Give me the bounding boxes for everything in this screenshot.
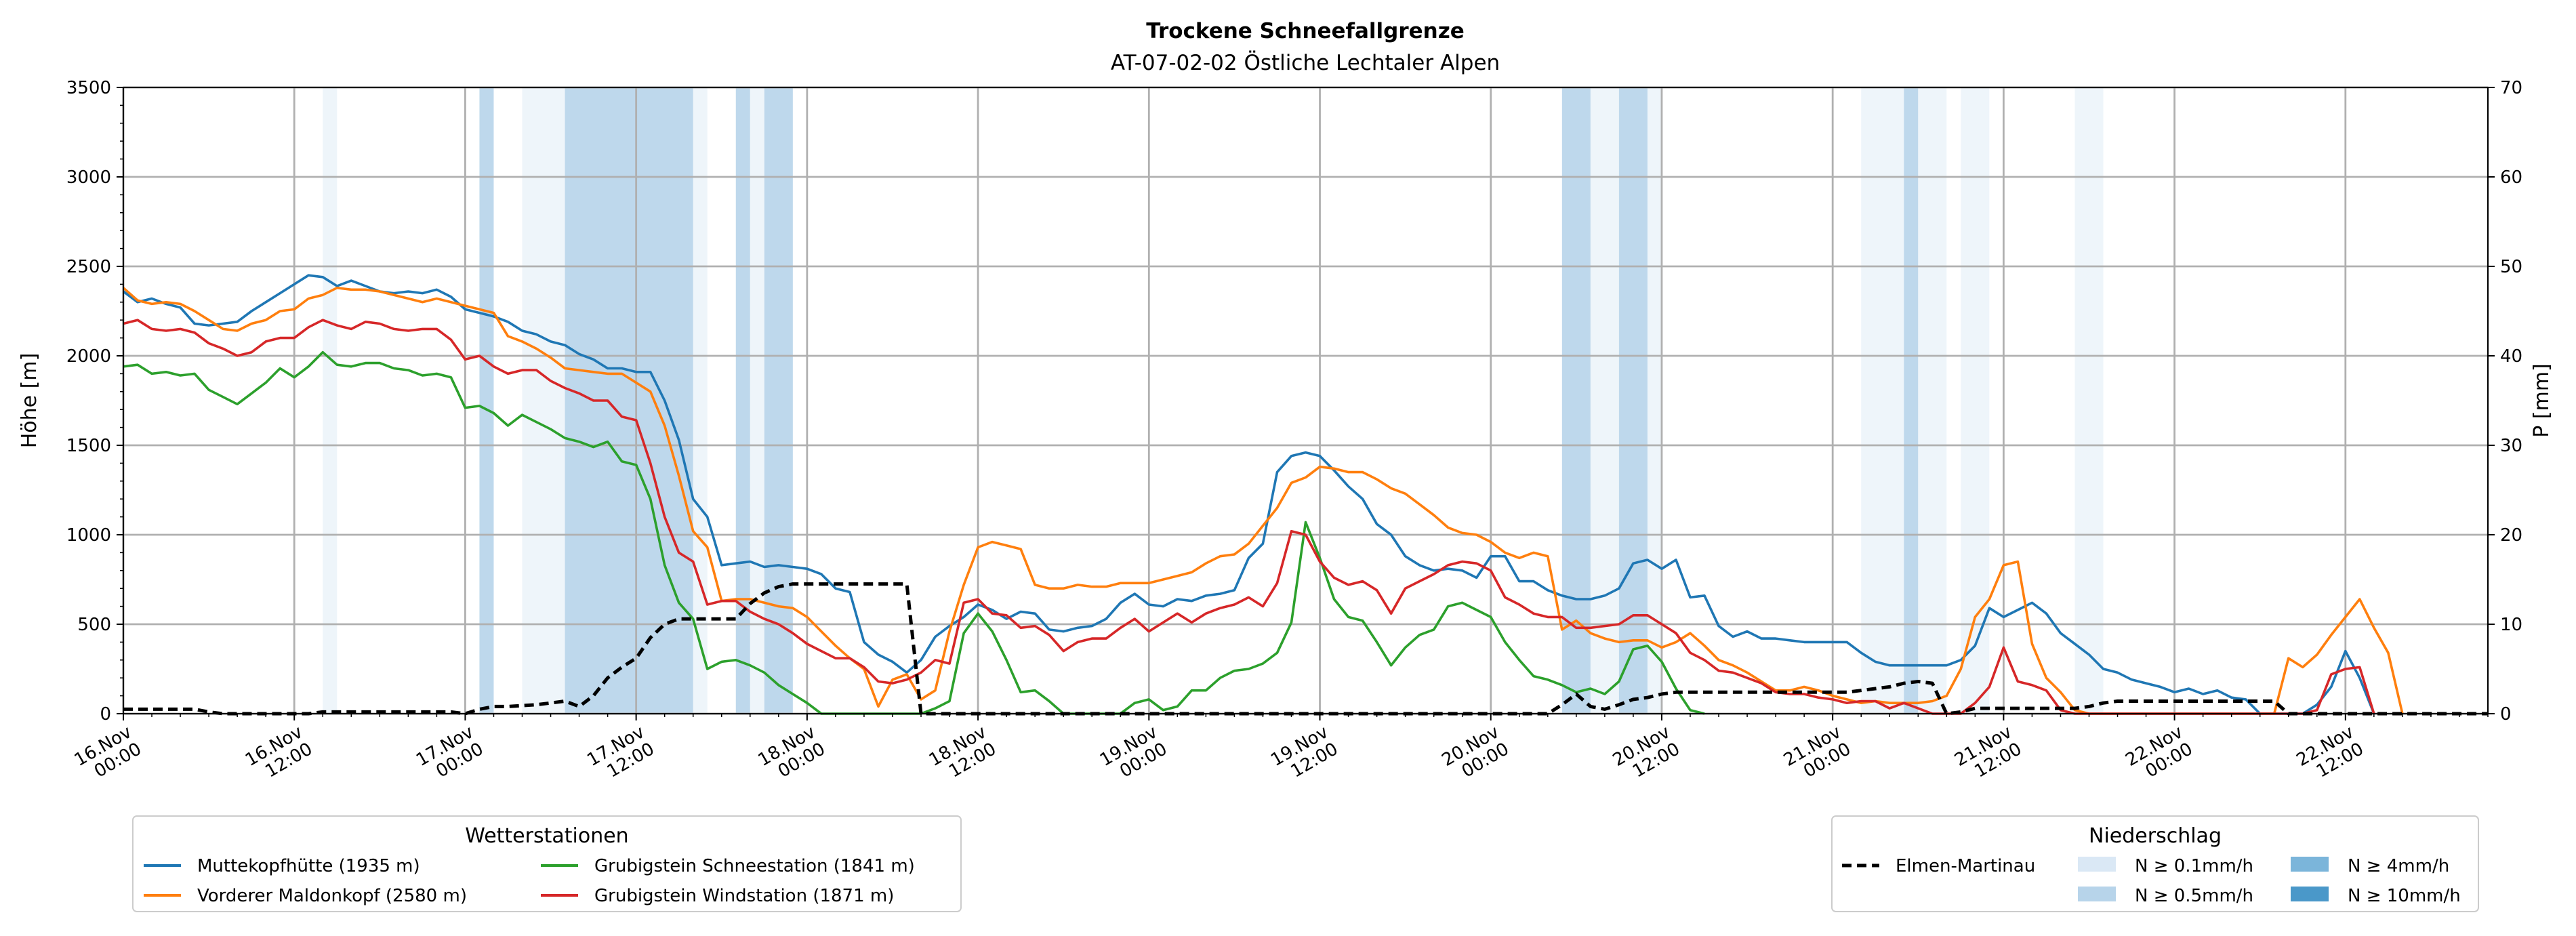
chart-subtitle: AT-07-02-02 Östliche Lechtaler Alpen: [1111, 50, 1500, 75]
y-axis-label: Höhe [m]: [18, 353, 41, 449]
ytick-label-1: 500: [77, 615, 111, 635]
legend-label-muttekopfhuette: Muttekopfhütte (1935 m): [197, 856, 420, 876]
legend-label-precip-0: N ≥ 0.1mm/h: [2135, 856, 2253, 876]
y2tick-label-7: 70: [2500, 78, 2522, 98]
xtick-label-3: 17.Nov12:00: [584, 722, 657, 788]
y2tick-label-6: 60: [2500, 167, 2522, 188]
y2tick-label-5: 50: [2500, 257, 2522, 277]
ytick-label-4: 2000: [66, 346, 111, 367]
legend-label-precip-1: N ≥ 0.5mm/h: [2135, 886, 2253, 906]
chart-title: Trockene Schneefallgrenze: [1146, 19, 1465, 43]
y2tick-label-1: 10: [2500, 615, 2522, 635]
precipitation-bands: [323, 87, 2104, 714]
xtick-label-4: 18.Nov00:00: [755, 722, 829, 788]
precip-band-15: [1961, 87, 1990, 714]
x-axis-ticks: 16.Nov00:00 16.Nov12:00 17.Nov00:00 17.Nov1…: [71, 714, 2489, 788]
grid-lines: [122, 86, 2488, 715]
precip-band-5: [735, 87, 750, 714]
precip-band-3: [565, 87, 693, 714]
precip-band-4: [693, 87, 708, 714]
y2tick-label-2: 20: [2500, 525, 2522, 546]
y2-axis-label: P [mm]: [2530, 363, 2554, 437]
legend-swatch-precip-2: [2291, 857, 2329, 872]
ytick-label-5: 2500: [66, 257, 111, 277]
right-axis-ticks: 0 10 20 30 40 50 60 70: [2488, 78, 2522, 725]
ytick-label-6: 3000: [66, 167, 111, 188]
precip-band-0: [323, 87, 338, 714]
precip-band-7: [764, 87, 793, 714]
legend-label-grubigstein-wind: Grubigstein Windstation (1871 m): [594, 886, 894, 906]
legend-label-precip-2: N ≥ 4mm/h: [2348, 856, 2449, 876]
ytick-label-3: 1500: [66, 436, 111, 456]
precip-band-8: [1561, 87, 1591, 714]
ytick-label-7: 3500: [66, 78, 111, 98]
xtick-label-7: 19.Nov12:00: [1267, 722, 1341, 788]
xtick-label-2: 17.Nov00:00: [413, 722, 487, 788]
xtick-label-12: 22.Nov00:00: [2122, 722, 2196, 788]
legend-label-elmen-martinau: Elmen-Martinau: [1896, 856, 2035, 876]
precip-legend-title: Niederschlag: [2089, 824, 2222, 848]
precip-band-14: [1918, 87, 1947, 714]
legend-label-maldonkopf: Vorderer Maldonkopf (2580 m): [197, 886, 467, 906]
ytick-label-2: 1000: [66, 525, 111, 546]
xtick-label-8: 20.Nov00:00: [1438, 722, 1512, 788]
y2tick-label-3: 30: [2500, 436, 2522, 456]
series-line-2: [123, 350, 1705, 715]
precip-legend: Niederschlag Elmen-Martinau N ≥ 0.1mm/h …: [1831, 815, 2479, 912]
xtick-label-1: 16.Nov12:00: [242, 722, 316, 788]
y2tick-label-4: 40: [2500, 346, 2522, 367]
data-series: [122, 274, 2488, 716]
stations-legend: Wetterstationen Muttekopfhütte (1935 m) …: [132, 815, 962, 912]
plot-frame: [122, 86, 2489, 715]
precip-band-12: [1861, 87, 1904, 714]
precip-band-16: [2074, 87, 2104, 714]
series-line-3: [123, 319, 2375, 715]
xtick-label-10: 21.Nov00:00: [1780, 722, 1854, 788]
left-axis-ticks: 0 500 1000 1500 2000 2500 3000 3500: [66, 78, 123, 725]
stations-legend-box: [132, 815, 962, 912]
legend-swatch-precip-1: [2078, 887, 2116, 901]
precip-band-6: [750, 87, 764, 714]
xtick-label-13: 22.Nov12:00: [2293, 722, 2367, 788]
y2tick-label-0: 0: [2500, 704, 2512, 725]
stations-legend-title: Wetterstationen: [465, 824, 628, 848]
xtick-label-9: 20.Nov12:00: [1610, 722, 1683, 788]
xtick-label-5: 18.Nov12:00: [926, 722, 1000, 788]
series-line-0: [122, 274, 2375, 715]
legend-swatch-precip-0: [2078, 857, 2116, 872]
legend-label-precip-3: N ≥ 10mm/h: [2348, 886, 2461, 906]
precip-band-1: [479, 87, 494, 714]
precip-band-9: [1590, 87, 1619, 714]
ytick-label-0: 0: [100, 704, 111, 725]
precip-band-11: [1647, 87, 1662, 714]
precip-band-13: [1904, 87, 1919, 714]
xtick-label-11: 21.Nov12:00: [1951, 722, 2025, 788]
series-line-1: [122, 286, 2404, 715]
legend-swatch-precip-3: [2291, 887, 2329, 901]
legend-label-grubigstein-schnee: Grubigstein Schneestation (1841 m): [594, 856, 915, 876]
xtick-label-6: 19.Nov00:00: [1097, 722, 1170, 788]
precip-band-10: [1618, 87, 1648, 714]
series-line-4: [123, 582, 2488, 716]
precip-band-2: [522, 87, 565, 714]
xtick-label-0: 16.Nov00:00: [71, 722, 145, 788]
